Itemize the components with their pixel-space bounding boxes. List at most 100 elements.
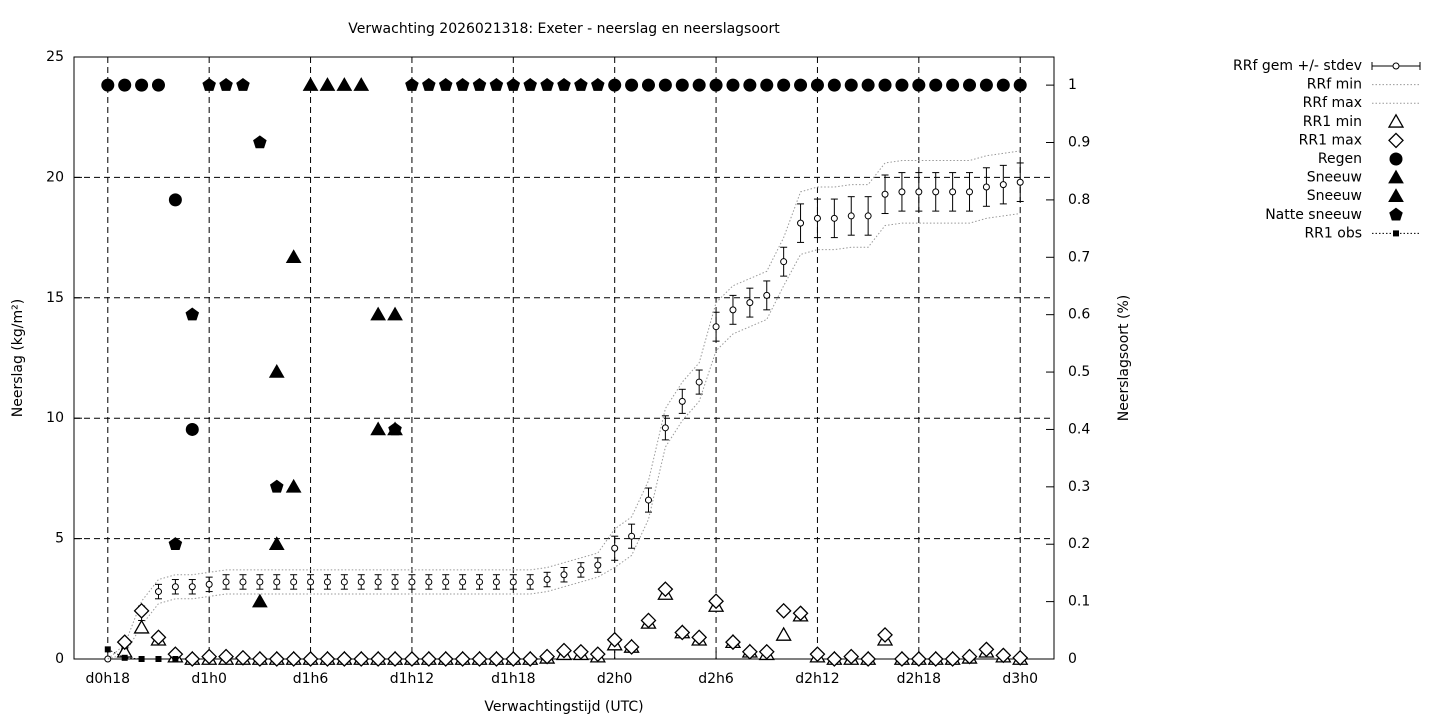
marker — [864, 212, 872, 220]
marker — [133, 619, 150, 634]
marker — [388, 422, 402, 436]
legend-entry: Sneeuw — [1307, 188, 1404, 204]
y2-tick-label: 0.9 — [1068, 135, 1090, 151]
marker — [1389, 207, 1403, 221]
legend-label: RR1 max — [1299, 132, 1362, 148]
series — [107, 213, 1021, 660]
legend-label: Natte sneeuw — [1265, 207, 1362, 223]
marker — [540, 78, 554, 91]
marker — [185, 307, 200, 321]
marker — [640, 612, 657, 629]
marker — [442, 578, 450, 586]
marker — [725, 634, 741, 651]
marker — [860, 651, 877, 667]
y2-tick-label: 0.1 — [1068, 594, 1090, 610]
marker — [268, 364, 285, 378]
marker — [285, 651, 302, 667]
marker — [560, 571, 568, 579]
marker — [523, 78, 537, 91]
marker — [1392, 62, 1400, 70]
marker — [455, 78, 470, 91]
marker — [168, 537, 183, 550]
marker — [644, 496, 652, 504]
marker — [236, 78, 250, 91]
marker — [118, 78, 132, 92]
marker — [172, 656, 179, 662]
marker — [661, 424, 669, 432]
marker — [253, 135, 267, 149]
marker — [1389, 152, 1403, 166]
marker — [273, 578, 281, 586]
marker — [794, 78, 808, 92]
marker — [691, 629, 708, 646]
legend-label: RR1 min — [1303, 114, 1362, 130]
x-tick-label: d1h12 — [390, 671, 434, 687]
y2-tick-label: 0.2 — [1068, 536, 1090, 552]
marker — [927, 651, 944, 667]
legend-label: RRf gem +/- stdev — [1233, 58, 1362, 74]
marker — [628, 532, 636, 540]
marker — [915, 188, 923, 196]
y-tick-label: 25 — [46, 49, 64, 65]
marker — [256, 578, 264, 586]
marker — [302, 651, 319, 667]
marker — [252, 593, 268, 608]
marker — [151, 78, 165, 92]
marker — [932, 188, 940, 196]
y2-tick-label: 0.7 — [1068, 249, 1090, 265]
marker — [658, 78, 672, 92]
marker — [285, 478, 302, 493]
marker — [709, 78, 723, 92]
marker — [830, 214, 838, 222]
marker — [269, 479, 284, 493]
legend-entry: RR1 obs — [1304, 225, 1420, 241]
marker — [763, 291, 771, 299]
x-tick-label: d2h0 — [597, 671, 633, 687]
marker — [949, 188, 957, 196]
marker — [370, 421, 386, 436]
marker — [336, 651, 353, 667]
marker — [979, 78, 993, 92]
marker — [104, 646, 111, 653]
marker — [219, 78, 233, 91]
marker — [438, 78, 453, 91]
series-line — [107, 213, 1021, 660]
marker — [912, 78, 926, 92]
x-tick-label: d3h0 — [1002, 671, 1038, 687]
marker — [251, 651, 268, 667]
legend-label: Regen — [1318, 151, 1362, 167]
marker — [623, 639, 640, 655]
marker — [133, 602, 150, 619]
x-tick-label: d1h18 — [491, 671, 535, 687]
marker — [611, 544, 619, 552]
marker — [404, 651, 420, 667]
marker — [101, 78, 115, 92]
marker — [1388, 188, 1404, 202]
marker — [302, 77, 319, 91]
marker — [357, 578, 365, 586]
marker — [1016, 178, 1024, 186]
marker — [205, 580, 213, 588]
marker — [1013, 78, 1027, 92]
legend-entry: RRf gem +/- stdev — [1233, 58, 1421, 74]
marker — [982, 183, 990, 191]
y2-tick-label: 1 — [1068, 77, 1077, 93]
marker — [268, 651, 285, 667]
marker — [374, 578, 382, 586]
marker — [509, 578, 517, 586]
legend-label: RRf max — [1303, 95, 1362, 111]
marker — [878, 78, 892, 92]
marker — [877, 627, 893, 643]
marker — [881, 190, 889, 198]
marker — [775, 626, 792, 641]
marker — [171, 583, 179, 591]
x-tick-label: d2h12 — [795, 671, 839, 687]
y-tick-label: 10 — [46, 410, 64, 426]
legend-entry: Natte sneeuw — [1265, 207, 1403, 223]
marker — [966, 188, 974, 196]
marker — [319, 77, 336, 91]
marker — [471, 651, 488, 667]
marker — [894, 651, 910, 667]
marker — [898, 188, 906, 196]
